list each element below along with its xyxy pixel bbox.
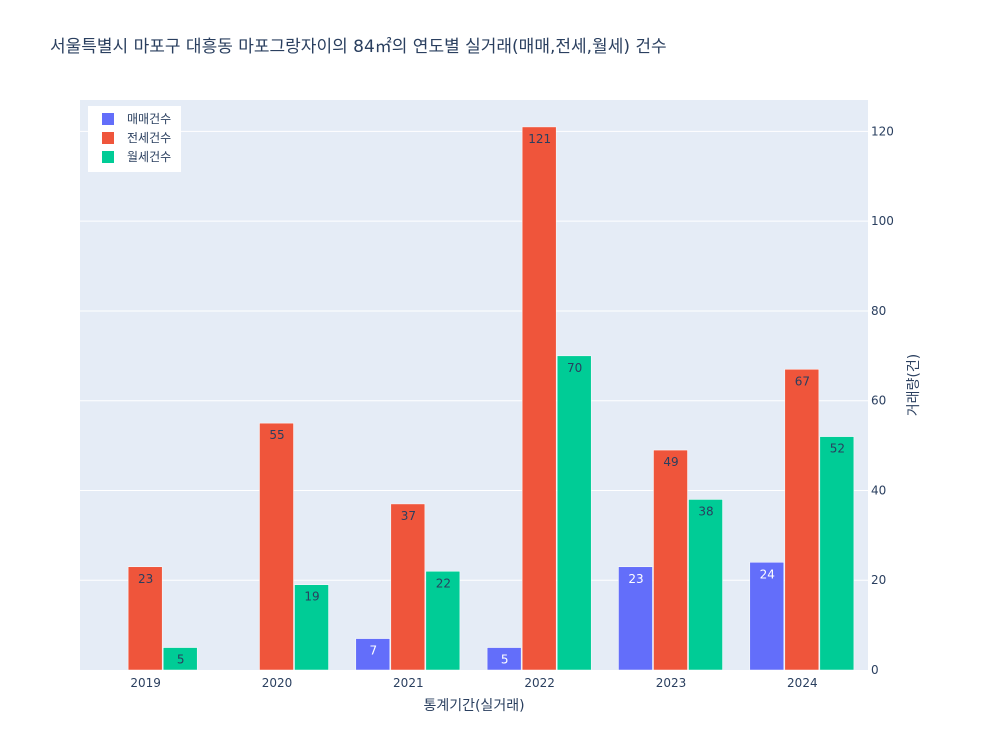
bar — [355, 638, 391, 671]
bar — [749, 562, 785, 671]
bar — [162, 647, 198, 671]
bar — [618, 566, 653, 671]
x-tick-label: 2022 — [524, 676, 555, 690]
bar — [390, 503, 426, 671]
data-label: 23 — [138, 572, 153, 586]
bar — [425, 571, 461, 671]
x-tick-label: 2021 — [393, 676, 424, 690]
y-axis-title: 거래량(건) — [906, 354, 922, 416]
bar — [486, 647, 522, 671]
data-label: 55 — [269, 428, 284, 442]
data-label: 121 — [528, 132, 551, 146]
bar — [259, 422, 294, 671]
legend-swatch — [102, 132, 114, 144]
x-tick-label: 2024 — [787, 676, 818, 690]
bar — [521, 126, 557, 671]
y-tick-label: 40 — [871, 483, 886, 497]
bar — [127, 566, 163, 671]
bar — [294, 584, 329, 671]
bar — [784, 369, 820, 671]
legend-swatch — [102, 113, 114, 125]
data-label: 67 — [795, 374, 810, 388]
y-tick-label: 120 — [871, 124, 894, 138]
data-label: 38 — [698, 504, 713, 518]
x-tick-label: 2020 — [262, 676, 293, 690]
x-tick-label: 2023 — [656, 676, 687, 690]
data-label: 70 — [567, 361, 582, 375]
y-tick-label: 20 — [871, 573, 886, 587]
data-label: 19 — [304, 590, 319, 604]
data-label: 22 — [436, 576, 451, 590]
data-label: 7 — [369, 644, 377, 658]
legend-label: 월세건수 — [127, 150, 171, 164]
legend-label: 매매건수 — [127, 112, 171, 126]
x-tick-label: 2019 — [130, 676, 161, 690]
data-label: 5 — [501, 653, 509, 667]
bar — [653, 449, 688, 671]
y-tick-label: 100 — [871, 214, 894, 228]
x-axis-title: 통계기간(실거래) — [423, 698, 524, 714]
data-label: 23 — [628, 572, 643, 586]
legend-label: 전세건수 — [127, 131, 171, 145]
data-label: 49 — [663, 455, 678, 469]
bar — [688, 499, 723, 671]
bar — [556, 355, 592, 671]
y-tick-label: 60 — [871, 394, 886, 408]
plot-area — [80, 100, 868, 670]
data-label: 52 — [830, 442, 845, 456]
data-label: 24 — [760, 567, 775, 581]
legend-swatch — [102, 151, 114, 163]
y-tick-label: 80 — [871, 304, 886, 318]
chart-title: 서울특별시 마포구 대흥동 마포그랑자이의 84㎡의 연도별 실거래(매매,전세… — [50, 37, 667, 57]
bar — [819, 436, 855, 671]
data-label: 37 — [401, 509, 416, 523]
data-label: 5 — [177, 653, 185, 667]
y-tick-label: 0 — [871, 663, 879, 677]
